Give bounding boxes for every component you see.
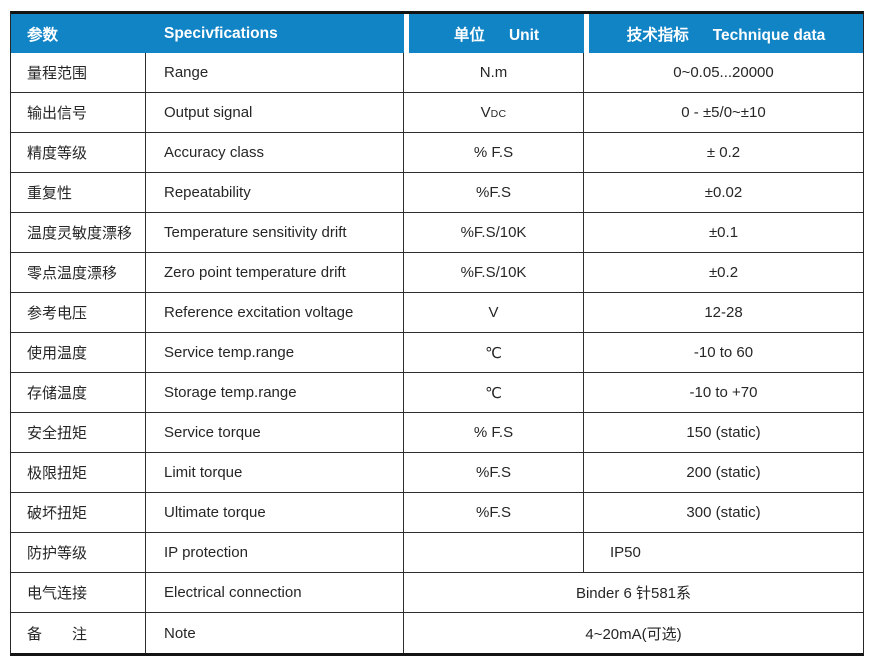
unit-cell: % F.S bbox=[404, 133, 584, 173]
value-cell: ± 0.2 bbox=[584, 133, 863, 173]
unit-cell: %F.S bbox=[404, 173, 584, 213]
table-row-service-torque: 安全扭矩 Service torque % F.S 150 (static) bbox=[11, 413, 863, 453]
param-cell: 温度灵敏度漂移 bbox=[11, 213, 146, 253]
spec-cell: Limit torque bbox=[146, 453, 404, 493]
unit-cell: % F.S bbox=[404, 413, 584, 453]
unit-cell: V bbox=[404, 293, 584, 333]
spec-cell: Temperature sensitivity drift bbox=[146, 213, 404, 253]
spec-cell: Storage temp.range bbox=[146, 373, 404, 413]
table-row-electrical-connection: 电气连接 Electrical connection Binder 6 针581… bbox=[11, 573, 863, 613]
merged-value-cell: 4~20mA(可选) bbox=[404, 613, 863, 653]
value-cell: -10 to +70 bbox=[584, 373, 863, 413]
value-cell: -10 to 60 bbox=[584, 333, 863, 373]
spec-cell: Repeatability bbox=[146, 173, 404, 213]
spec-cell: Output signal bbox=[146, 93, 404, 133]
unit-cell: VDC bbox=[404, 93, 584, 133]
param-cell: 输出信号 bbox=[11, 93, 146, 133]
spec-cell: Reference excitation voltage bbox=[146, 293, 404, 333]
spec-cell: Range bbox=[146, 53, 404, 93]
spec-table: 参数 Specivfications 单位 Unit 技术指标 Technique … bbox=[10, 11, 864, 656]
header-specifications: Specivfications bbox=[146, 14, 404, 53]
value-cell: 0 - ±5/0~±10 bbox=[584, 93, 863, 133]
param-cell: 精度等级 bbox=[11, 133, 146, 173]
unit-cell: %F.S/10K bbox=[404, 253, 584, 293]
merged-value-cell: Binder 6 针581系 bbox=[404, 573, 863, 613]
spec-cell: Service torque bbox=[146, 413, 404, 453]
spec-cell: Electrical connection bbox=[146, 573, 404, 613]
value-cell: ±0.2 bbox=[584, 253, 863, 293]
spec-cell: IP protection bbox=[146, 533, 404, 573]
spec-cell: Zero point temperature drift bbox=[146, 253, 404, 293]
header-tech-en: Technique data bbox=[712, 26, 826, 44]
table-row-storage-temp: 存储温度 Storage temp.range ℃ -10 to +70 bbox=[11, 373, 863, 413]
param-cell: 量程范围 bbox=[11, 53, 146, 93]
value-cell: ±0.1 bbox=[584, 213, 863, 253]
param-cell: 破坏扭矩 bbox=[11, 493, 146, 533]
table-row-ip-protection: 防护等级 IP protection IP50 bbox=[11, 533, 863, 573]
header-param: 参数 bbox=[11, 14, 146, 53]
value-cell: 300 (static) bbox=[584, 493, 863, 533]
spec-cell: Note bbox=[146, 613, 404, 653]
table-row-accuracy: 精度等级 Accuracy class % F.S ± 0.2 bbox=[11, 133, 863, 173]
param-cell: 存储温度 bbox=[11, 373, 146, 413]
param-cell: 防护等级 bbox=[11, 533, 146, 573]
table-row-service-temp: 使用温度 Service temp.range ℃ -10 to 60 bbox=[11, 333, 863, 373]
unit-cell bbox=[404, 533, 584, 573]
param-cell: 重复性 bbox=[11, 173, 146, 213]
header-unit-en: Unit bbox=[508, 26, 540, 44]
header-unit-zh: 单位 bbox=[453, 26, 485, 44]
table-row-limit-torque: 极限扭矩 Limit torque %F.S 200 (static) bbox=[11, 453, 863, 493]
table-row-ultimate-torque: 破坏扭矩 Ultimate torque %F.S 300 (static) bbox=[11, 493, 863, 533]
value-cell: IP50 bbox=[584, 533, 863, 573]
header-tech-zh: 技术指标 bbox=[626, 26, 689, 44]
table-row-note: 备 注 Note 4~20mA(可选) bbox=[11, 613, 863, 653]
table-row-output-signal: 输出信号 Output signal VDC 0 - ±5/0~±10 bbox=[11, 93, 863, 133]
unit-subscript: DC bbox=[490, 108, 507, 120]
header-row: 参数 Specivfications 单位 Unit 技术指标 Technique … bbox=[11, 14, 863, 53]
value-cell: 12-28 bbox=[584, 293, 863, 333]
header-technique-data: 技术指标 Technique data bbox=[584, 14, 863, 53]
unit-cell: N.m bbox=[404, 53, 584, 93]
value-cell: 150 (static) bbox=[584, 413, 863, 453]
table-row-reference-voltage: 参考电压 Reference excitation voltage V 12-2… bbox=[11, 293, 863, 333]
spec-table-container: 参数 Specivfications 单位 Unit 技术指标 Technique … bbox=[10, 11, 864, 656]
param-cell: 参考电压 bbox=[11, 293, 146, 333]
table-row-range: 量程范围 Range N.m 0~0.05...20000 bbox=[11, 53, 863, 93]
param-cell: 安全扭矩 bbox=[11, 413, 146, 453]
param-cell: 极限扭矩 bbox=[11, 453, 146, 493]
unit-cell: %F.S/10K bbox=[404, 213, 584, 253]
spec-cell: Accuracy class bbox=[146, 133, 404, 173]
value-cell: ±0.02 bbox=[584, 173, 863, 213]
header-unit: 单位 Unit bbox=[404, 14, 584, 53]
value-cell: 200 (static) bbox=[584, 453, 863, 493]
table-row-repeatability: 重复性 Repeatability %F.S ±0.02 bbox=[11, 173, 863, 213]
spec-cell: Service temp.range bbox=[146, 333, 404, 373]
unit-cell: %F.S bbox=[404, 493, 584, 533]
unit-main: V bbox=[480, 104, 491, 121]
value-cell: 0~0.05...20000 bbox=[584, 53, 863, 93]
spec-cell: Ultimate torque bbox=[146, 493, 404, 533]
table-row-zero-temp-drift: 零点温度漂移 Zero point temperature drift %F.S… bbox=[11, 253, 863, 293]
unit-cell: ℃ bbox=[404, 333, 584, 373]
param-cell: 备 注 bbox=[11, 613, 146, 653]
unit-cell: ℃ bbox=[404, 373, 584, 413]
unit-cell: %F.S bbox=[404, 453, 584, 493]
table-row-temp-sensitivity-drift: 温度灵敏度漂移 Temperature sensitivity drift %F… bbox=[11, 213, 863, 253]
param-cell: 使用温度 bbox=[11, 333, 146, 373]
param-cell: 电气连接 bbox=[11, 573, 146, 613]
param-cell: 零点温度漂移 bbox=[11, 253, 146, 293]
